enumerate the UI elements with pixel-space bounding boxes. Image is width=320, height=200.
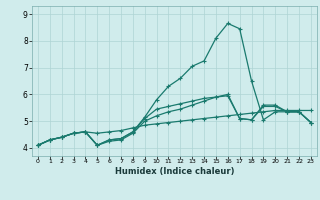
X-axis label: Humidex (Indice chaleur): Humidex (Indice chaleur) bbox=[115, 167, 234, 176]
